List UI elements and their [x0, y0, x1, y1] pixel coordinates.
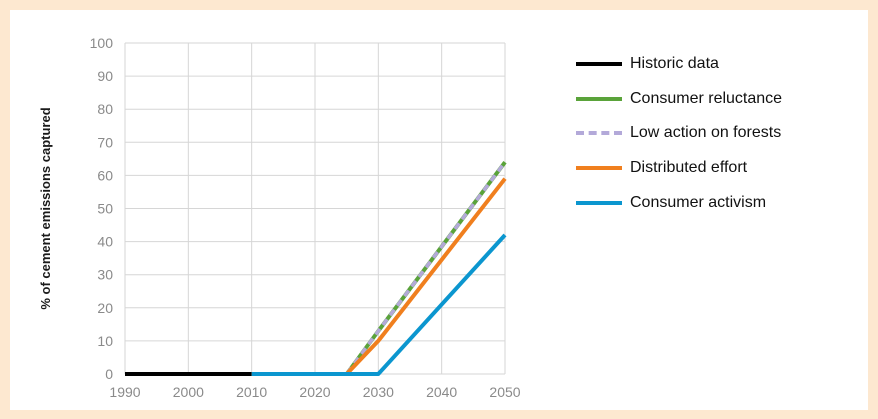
- series-line-2: [251, 161, 507, 376]
- y-tick-label: 50: [97, 201, 113, 217]
- legend-swatch: [576, 96, 622, 101]
- x-tick-label: 2020: [299, 384, 330, 400]
- y-axis-title: % of cement emissions captured: [38, 107, 53, 309]
- legend-swatch: [576, 200, 622, 205]
- y-tick-label: 10: [97, 333, 113, 349]
- y-tick-label: 70: [97, 134, 113, 150]
- legend-item: Consumer activism: [576, 185, 782, 220]
- legend-swatch: [576, 131, 622, 136]
- legend-item: Distributed effort: [576, 151, 782, 186]
- x-tick-label: 2050: [489, 384, 520, 400]
- legend-label: Consumer activism: [630, 193, 767, 211]
- series-line-4: [251, 233, 507, 376]
- legend-item: Low action on forests: [576, 116, 782, 151]
- y-tick-label: 30: [97, 267, 113, 283]
- y-tick-label: 40: [97, 234, 113, 250]
- y-tick-label: 90: [97, 68, 113, 84]
- y-tick-label: 0: [105, 366, 113, 382]
- y-tick-label: 60: [97, 167, 113, 183]
- legend-label: Low action on forests: [630, 124, 782, 142]
- legend-label: Historic data: [630, 55, 719, 73]
- legend-swatch: [576, 62, 622, 67]
- x-tick-label: 2000: [173, 384, 204, 400]
- legend: Historic data Consumer reluctance Low acti…: [576, 47, 782, 220]
- x-tick-label: 1990: [109, 384, 140, 400]
- legend-label: Consumer reluctance: [630, 89, 783, 107]
- x-tick-label: 2010: [236, 384, 267, 400]
- legend-item: Historic data: [576, 47, 782, 82]
- y-tick-label: 80: [97, 101, 113, 117]
- y-tick-label: 20: [97, 300, 113, 316]
- legend-label: Distributed effort: [630, 159, 748, 177]
- y-tick-label: 100: [90, 35, 114, 51]
- x-tick-label: 2040: [426, 384, 457, 400]
- chart-panel: 0 10 20 30 40 50 60 70 80 90 100 1990 2000 2010 2020 20…: [10, 10, 868, 410]
- legend-swatch: [576, 166, 622, 171]
- x-tick-label: 2030: [363, 384, 394, 400]
- legend-item: Consumer reluctance: [576, 82, 782, 117]
